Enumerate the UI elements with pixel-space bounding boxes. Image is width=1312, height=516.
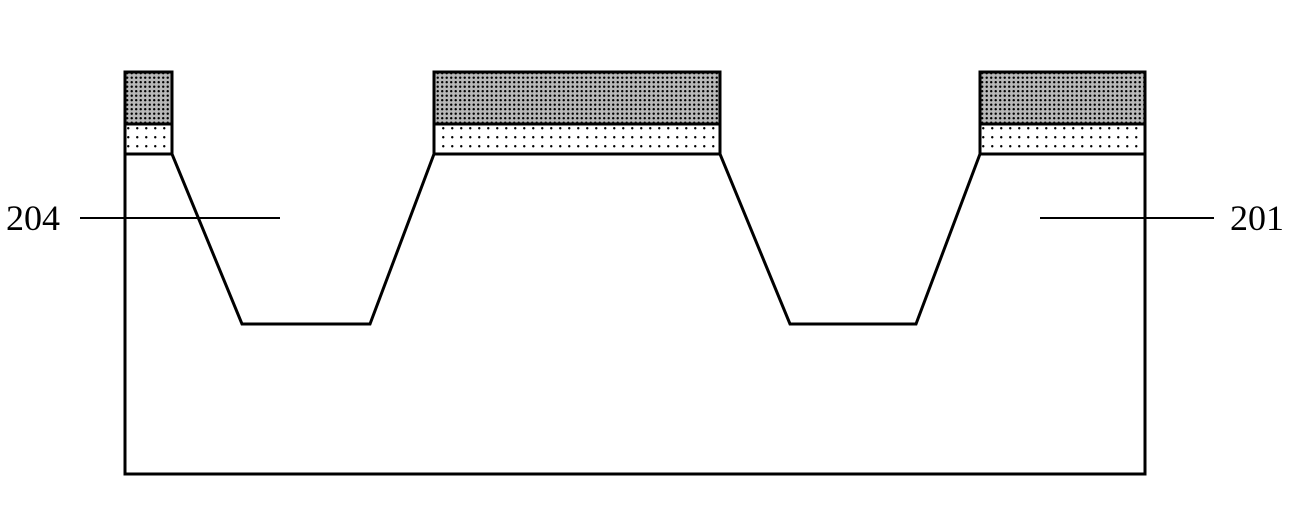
mask-layer-1 [434, 72, 720, 124]
pad-layer-2 [980, 124, 1145, 154]
substrate [125, 154, 1145, 474]
diagram-stage: 204 201 [0, 0, 1312, 516]
mask-layer-2 [980, 72, 1145, 124]
mask-layer-0 [125, 72, 172, 124]
mask-stacks [125, 72, 1145, 154]
callout-label-204: 204 [6, 200, 60, 236]
pad-layer-0 [125, 124, 172, 154]
callout-label-201: 201 [1230, 200, 1284, 236]
substrate-outline [125, 154, 1145, 474]
pad-layer-1 [434, 124, 720, 154]
diagram-svg [0, 0, 1312, 516]
